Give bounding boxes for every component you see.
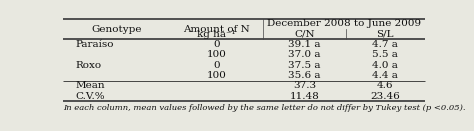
Text: December 2008 to June 2009: December 2008 to June 2009	[267, 19, 421, 28]
Text: 0: 0	[213, 40, 219, 49]
Text: 5.5 a: 5.5 a	[373, 50, 398, 59]
Text: 11.48: 11.48	[290, 92, 319, 101]
Text: Mean: Mean	[76, 81, 105, 90]
Text: 37.0 a: 37.0 a	[288, 50, 321, 59]
Text: 100: 100	[206, 50, 226, 59]
Text: In each column, mean values followed by the same letter do not differ by Tukey t: In each column, mean values followed by …	[63, 105, 465, 113]
Text: C/N: C/N	[294, 30, 315, 39]
Text: 4.7 a: 4.7 a	[373, 40, 398, 49]
Text: 37.5 a: 37.5 a	[288, 61, 321, 70]
Text: 4.0 a: 4.0 a	[373, 61, 398, 70]
Text: 39.1 a: 39.1 a	[288, 40, 321, 49]
Text: Roxo: Roxo	[76, 61, 102, 70]
Text: 0: 0	[213, 61, 219, 70]
Text: S/L: S/L	[376, 30, 394, 39]
Text: 4.6: 4.6	[377, 81, 393, 90]
Text: Amount of N: Amount of N	[183, 25, 250, 34]
Text: 35.6 a: 35.6 a	[288, 71, 321, 80]
Text: Paraíso: Paraíso	[76, 40, 114, 49]
Text: 4.4 a: 4.4 a	[373, 71, 398, 80]
Text: Genotype: Genotype	[91, 25, 141, 34]
Text: 23.46: 23.46	[370, 92, 400, 101]
Text: C.V.%: C.V.%	[76, 92, 105, 101]
Text: 37.3: 37.3	[293, 81, 316, 90]
Text: 100: 100	[206, 71, 226, 80]
Text: kg ha⁻¹: kg ha⁻¹	[197, 30, 236, 39]
